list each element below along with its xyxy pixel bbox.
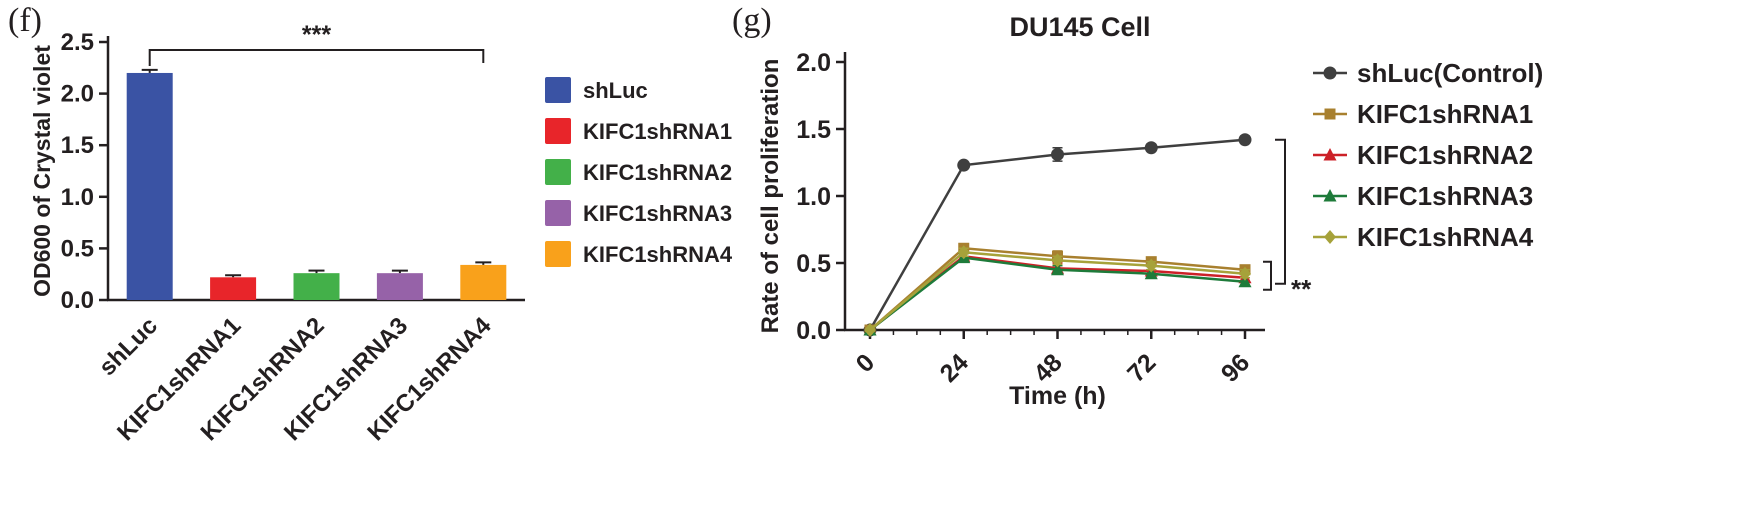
significance-bracket-small — [1263, 260, 1272, 291]
bar-KIFC1shRNA2 — [293, 273, 340, 300]
y-axis-title: Rate of cell proliferation — [757, 59, 784, 334]
diamond-marker — [1239, 266, 1251, 281]
y-tick-label: 1.5 — [796, 116, 831, 144]
diamond-marker — [957, 245, 970, 260]
significance-label: *** — [302, 21, 331, 49]
x-tick-label: 96 — [1216, 348, 1255, 387]
circle-marker — [1144, 141, 1158, 155]
x-category-label: shLuc — [94, 312, 163, 381]
y-tick-label: 0.0 — [61, 287, 94, 314]
legend-label: shLuc — [583, 78, 648, 103]
legend-swatch — [545, 241, 571, 267]
line-chart: DU145 Cell 0.0 0.5 1.0 1.5 2.0 Rate of cell pr… — [757, 12, 1543, 410]
y-tick-label: 1.0 — [61, 184, 94, 211]
legend-swatch — [545, 200, 571, 226]
y-tick-label: 0.5 — [61, 235, 94, 262]
y-tick-label: 2.0 — [796, 49, 831, 77]
legend-label: KIFC1shRNA2 — [583, 160, 732, 185]
triangle-marker — [1323, 148, 1337, 161]
triangle-marker — [1144, 266, 1158, 280]
y-tick-label: 0.0 — [796, 317, 831, 345]
significance-bracket — [148, 49, 485, 66]
x-tick-label: 0 — [851, 348, 881, 378]
panel-g: (g) DU145 Cell 0.0 0.5 1.0 1.5 2.0 Rate of cel… — [730, 0, 1750, 505]
legend-label: KIFC1shRNA4 — [1357, 222, 1534, 252]
series-line-shLuc(Control) — [868, 138, 1246, 331]
bar-shLuc — [126, 72, 173, 301]
circle-marker — [1051, 147, 1064, 161]
square-marker — [1324, 108, 1336, 120]
bar-KIFC1shRNA4 — [460, 264, 507, 300]
panel-g-label: (g) — [732, 2, 772, 39]
legend-label: KIFC1shRNA2 — [1357, 140, 1533, 170]
legend-label: KIFC1shRNA3 — [583, 201, 732, 226]
legend-label: KIFC1shRNA1 — [583, 119, 732, 144]
y-tick-label: 2.0 — [61, 81, 94, 108]
triangle-marker — [1323, 189, 1337, 202]
significance-bracket-large — [1275, 138, 1286, 285]
diamond-marker — [1324, 230, 1336, 244]
significance-label: ** — [1291, 274, 1312, 304]
legend-label: shLuc(Control) — [1357, 58, 1543, 88]
y-tick-label: 0.5 — [796, 250, 831, 278]
legend-swatch — [545, 77, 571, 103]
x-tick-label: 72 — [1122, 348, 1161, 387]
x-axis-title: Time (h) — [1009, 382, 1106, 410]
circle-marker — [957, 158, 971, 172]
diamond-marker — [1145, 258, 1158, 273]
legend-label: KIFC1shRNA4 — [583, 242, 733, 267]
triangle-marker — [1051, 262, 1064, 276]
legend-swatch — [545, 159, 571, 185]
panel-f-label: (f) — [8, 2, 42, 39]
y-tick-label: 1.5 — [61, 132, 94, 159]
y-tick-label: 2.5 — [61, 29, 94, 56]
x-tick-label: 24 — [935, 348, 975, 388]
panel-f: (f) 0.0 0.5 1.0 1.5 2.0 2.5 OD600 of Crystal v… — [0, 0, 760, 505]
triangle-marker — [1238, 274, 1252, 288]
bar-KIFC1shRNA3 — [376, 273, 423, 300]
y-tick-label: 1.0 — [796, 183, 831, 211]
legend-swatch — [545, 118, 571, 144]
diamond-marker — [864, 323, 876, 337]
y-axis-title: OD600 of Crystal violet — [29, 45, 55, 297]
legend-label: KIFC1shRNA3 — [1357, 181, 1533, 211]
diamond-marker — [1051, 253, 1064, 268]
legend-label: KIFC1shRNA1 — [1357, 99, 1533, 129]
circle-marker — [1238, 133, 1252, 147]
bar-KIFC1shRNA1 — [210, 277, 257, 300]
circle-marker — [1323, 66, 1337, 80]
chart-title: DU145 Cell — [1009, 12, 1150, 42]
